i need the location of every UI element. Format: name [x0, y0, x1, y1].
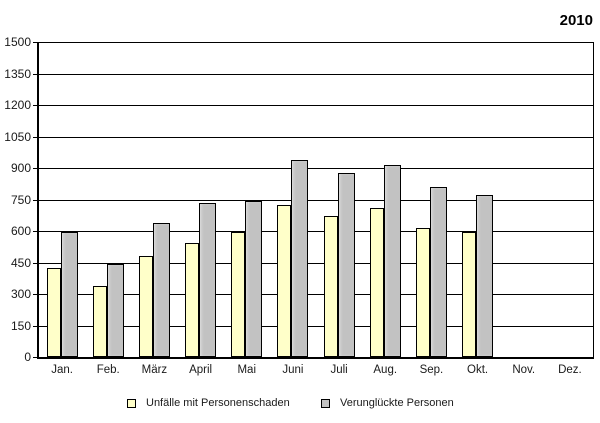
y-tick-300 [33, 294, 39, 295]
bar-verungglueckte-personen [430, 187, 447, 357]
y-tick-750 [33, 200, 39, 201]
y-axis-line [37, 42, 39, 359]
y-axis-label: 750 [10, 193, 31, 207]
gridline-900 [39, 168, 593, 169]
y-tick-600 [33, 231, 39, 232]
x-axis-label: Jan. [51, 364, 73, 376]
bar-verungglueckte-personen [338, 173, 355, 357]
legend-label-casualties: Verunglückte Personen [340, 397, 454, 409]
x-axis-label: Sep. [419, 364, 444, 376]
x-axis-label: April [189, 364, 213, 376]
bar-unfaelle-mit-personenschaden [370, 208, 384, 357]
bar-unfaelle-mit-personenschaden [47, 268, 61, 357]
bar-unfaelle-mit-personenschaden [324, 216, 338, 357]
bar-verungglueckte-personen [107, 264, 124, 357]
legend-item-casualties: Verunglückte Personen [321, 397, 454, 409]
x-axis-label: Nov. [512, 364, 536, 376]
x-axis-label: Dez. [558, 364, 582, 376]
bar-unfaelle-mit-personenschaden [277, 205, 291, 357]
y-axis-label: 150 [10, 319, 31, 333]
x-axis-label: Juli [330, 364, 348, 376]
y-axis-label: 600 [10, 224, 31, 238]
y-axis-label: 450 [10, 256, 31, 270]
bar-unfaelle-mit-personenschaden [93, 286, 107, 357]
legend: Unfälle mit Personenschaden Verunglückte… [0, 397, 600, 415]
gridline-1200 [39, 105, 593, 106]
gridline-150 [39, 326, 593, 327]
bar-unfaelle-mit-personenschaden [185, 243, 199, 357]
gridline-600 [39, 231, 593, 232]
y-tick-1350 [33, 74, 39, 75]
gridline-450 [39, 263, 593, 264]
y-tick-900 [33, 168, 39, 169]
bar-verungglueckte-personen [384, 165, 401, 357]
y-tick-1200 [33, 105, 39, 106]
y-axis-label: 1500 [4, 35, 31, 49]
y-tick-150 [33, 326, 39, 327]
bar-unfaelle-mit-personenschaden [416, 228, 430, 357]
gridline-1050 [39, 137, 593, 138]
y-tick-0 [33, 357, 39, 358]
gridline-1500 [39, 42, 593, 43]
bar-verungglueckte-personen [476, 195, 493, 357]
y-axis-label: 900 [10, 161, 31, 175]
bar-unfaelle-mit-personenschaden [231, 232, 245, 357]
y-axis-label: 1050 [4, 130, 31, 144]
x-axis-label: Mai [237, 364, 256, 376]
legend-swatch-accidents [127, 398, 136, 408]
gridline-1350 [39, 74, 593, 75]
y-tick-1050 [33, 137, 39, 138]
gridline-750 [39, 200, 593, 201]
x-axis-label: Feb. [96, 364, 120, 376]
y-axis-label: 0 [24, 350, 31, 364]
y-tick-450 [33, 263, 39, 264]
x-axis-line [37, 357, 594, 359]
legend-label-accidents: Unfälle mit Personenschaden [146, 397, 290, 409]
x-axis-label: Okt. [467, 364, 489, 376]
legend-item-accidents: Unfälle mit Personenschaden [127, 397, 290, 409]
legend-swatch-casualties [321, 398, 330, 408]
bar-verungglueckte-personen [153, 223, 170, 357]
x-axis-label: März [141, 364, 168, 376]
bar-verungglueckte-personen [291, 160, 308, 357]
plot-right-border [593, 42, 594, 357]
bar-verungglueckte-personen [199, 203, 216, 357]
bar-unfaelle-mit-personenschaden [462, 232, 476, 357]
y-axis-label: 1350 [4, 67, 31, 81]
y-tick-1500 [33, 42, 39, 43]
bar-unfaelle-mit-personenschaden [139, 256, 153, 357]
bar-verungglueckte-personen [245, 201, 262, 357]
chart-title: 2010 [559, 12, 593, 29]
y-axis-label: 300 [10, 287, 31, 301]
y-axis-label: 1200 [4, 98, 31, 112]
gridline-300 [39, 294, 593, 295]
bar-verungglueckte-personen [61, 232, 78, 357]
x-axis-label: Juni [282, 364, 304, 376]
x-axis-label: Aug. [373, 364, 398, 376]
